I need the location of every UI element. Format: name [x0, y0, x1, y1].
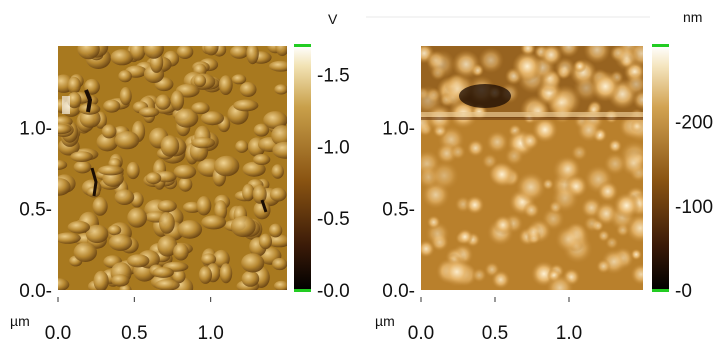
x-tick-label: 0.0	[408, 323, 434, 344]
x-tick-label: 1.0	[556, 323, 582, 344]
y-tick-label: 1.0-	[382, 118, 415, 139]
colorbar-tick-label: -0.5	[317, 209, 350, 230]
colorbar-tick-label: -200	[675, 113, 713, 134]
colorbar-top-marker	[294, 44, 311, 47]
colorbar-tick-label: -0	[675, 281, 692, 302]
y-tick-label: 0.0-	[19, 281, 52, 302]
colorbar-tick-label: -1.5	[317, 66, 350, 87]
colorbar-top-marker	[652, 44, 669, 47]
x-tick-label: 0.5	[482, 323, 508, 344]
height-image	[421, 46, 643, 290]
x-unit-height: µm	[375, 313, 395, 329]
y-tick-label: 0.5-	[382, 200, 415, 221]
colorbar-height	[652, 44, 669, 292]
colorbar-bottom-marker	[294, 289, 311, 292]
x-tick-label: 0.5	[121, 323, 147, 344]
x-unit-amplitude: µm	[10, 313, 30, 329]
colorbar-tick-label: -100	[675, 197, 713, 218]
x-tick-label: 1.0	[197, 323, 223, 344]
colorbar-tick-label: -0.0	[317, 281, 350, 302]
amplitude-image	[58, 46, 287, 290]
y-tick-label: 0.0-	[382, 281, 415, 302]
colorbar-tick-label: -1.0	[317, 137, 350, 158]
colorbar-unit-height: nm	[683, 9, 702, 25]
colorbar-amplitude	[294, 44, 311, 292]
x-tick-label: 0.0	[45, 323, 71, 344]
colorbar-bottom-marker	[652, 289, 669, 292]
y-tick-label: 1.0-	[19, 118, 52, 139]
y-tick-label: 0.5-	[19, 200, 52, 221]
colorbar-unit-amplitude: V	[328, 11, 338, 27]
